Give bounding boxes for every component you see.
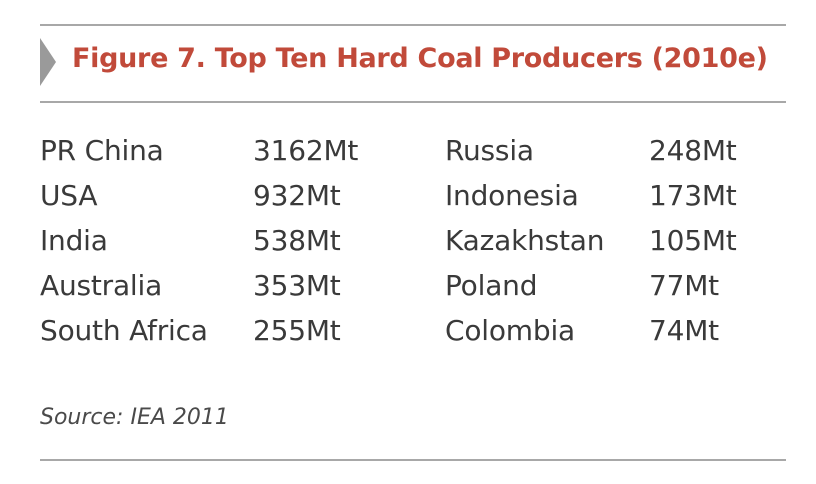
- figure-header: Figure 7. Top Ten Hard Coal Producers (2…: [40, 26, 786, 101]
- table-row: PR China 3162Mt Russia 248Mt: [40, 128, 786, 173]
- table-row: India 538Mt Kazakhstan 105Mt: [40, 218, 786, 263]
- production-value: 173Mt: [649, 179, 737, 212]
- table-row: Australia 353Mt Poland 77Mt: [40, 263, 786, 308]
- country-name: India: [40, 224, 108, 257]
- country-name: Australia: [40, 269, 163, 302]
- production-value: 3162Mt: [253, 134, 359, 167]
- production-value: 255Mt: [253, 314, 341, 347]
- source-note: Source: IEA 2011: [40, 405, 229, 430]
- table-row: USA 932Mt Indonesia 173Mt: [40, 173, 786, 218]
- bottom-divider: [40, 459, 786, 461]
- figure-title: Figure 7. Top Ten Hard Coal Producers (2…: [72, 43, 768, 74]
- top-divider: [40, 24, 786, 26]
- country-name: Poland: [445, 269, 538, 302]
- header-divider: [40, 101, 786, 103]
- producers-table: PR China 3162Mt Russia 248Mt USA 932Mt I…: [40, 128, 786, 353]
- table-row: South Africa 255Mt Colombia 74Mt: [40, 308, 786, 353]
- country-name: Russia: [445, 134, 534, 167]
- country-name: Kazakhstan: [445, 224, 605, 257]
- production-value: 77Mt: [649, 269, 719, 302]
- country-name: Colombia: [445, 314, 575, 347]
- production-value: 248Mt: [649, 134, 737, 167]
- country-name: USA: [40, 179, 98, 212]
- country-name: South Africa: [40, 314, 208, 347]
- production-value: 105Mt: [649, 224, 737, 257]
- production-value: 932Mt: [253, 179, 341, 212]
- chevron-right-icon: [40, 38, 56, 86]
- country-name: Indonesia: [445, 179, 579, 212]
- production-value: 353Mt: [253, 269, 341, 302]
- country-name: PR China: [40, 134, 164, 167]
- production-value: 74Mt: [649, 314, 719, 347]
- production-value: 538Mt: [253, 224, 341, 257]
